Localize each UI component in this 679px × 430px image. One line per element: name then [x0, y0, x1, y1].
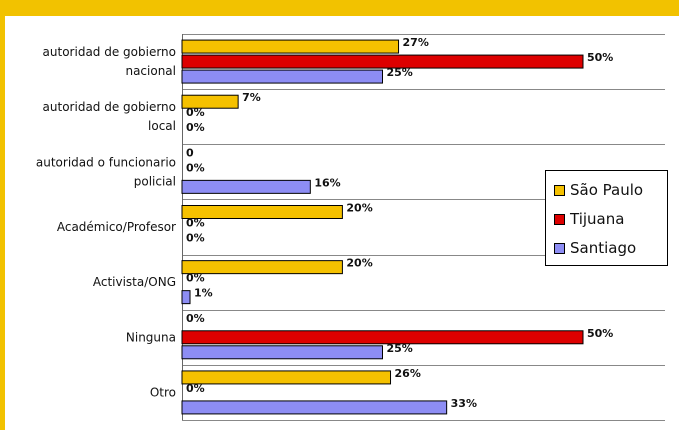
category-label: Otro: [150, 385, 176, 399]
data-label: 33%: [451, 397, 477, 410]
data-label: 20%: [346, 257, 372, 270]
bar: [181, 345, 383, 360]
bar: [181, 179, 311, 194]
data-label: 50%: [587, 51, 613, 64]
bar: [181, 330, 584, 345]
bar: [181, 400, 448, 415]
legend-swatch: [554, 184, 565, 196]
data-label: 16%: [314, 176, 340, 189]
data-label: 50%: [587, 327, 613, 340]
data-label: 0%: [186, 312, 205, 325]
data-label: 26%: [395, 367, 421, 380]
bar: [181, 54, 584, 69]
legend-label: Tijuana: [570, 210, 625, 228]
category-label: Ninguna: [126, 330, 176, 344]
data-label: 0: [186, 146, 194, 159]
data-label: 0%: [186, 232, 205, 245]
legend-item: Tijuana: [554, 206, 624, 232]
legend-swatch: [554, 213, 565, 225]
legend-item: São Paulo: [554, 177, 643, 203]
bar: [181, 290, 191, 305]
data-label: 0%: [186, 382, 205, 395]
bar: [181, 39, 400, 54]
data-label: 7%: [242, 91, 261, 104]
legend-label: São Paulo: [570, 181, 644, 199]
top-band: [0, 0, 679, 16]
data-label: 25%: [387, 66, 413, 79]
data-label: 0%: [186, 272, 205, 285]
data-label: 27%: [403, 36, 429, 49]
bar: [181, 205, 343, 219]
category-label: Activista/ONG: [93, 275, 176, 289]
data-label: 0%: [186, 106, 205, 119]
data-label: 25%: [387, 342, 413, 355]
left-accent-strip: [0, 16, 5, 430]
legend: São Paulo Tijuana Santiago: [545, 170, 668, 266]
data-label: 1%: [194, 287, 213, 300]
bar: [181, 69, 383, 84]
bar: [181, 94, 239, 109]
bar: [181, 260, 343, 275]
legend-swatch: [554, 242, 565, 254]
data-label: 20%: [346, 202, 372, 215]
data-label: 0%: [186, 217, 205, 230]
data-label: 0%: [186, 121, 205, 134]
category-label: autoridad o funcionario policial: [36, 155, 176, 188]
category-label: autoridad de gobierno local: [43, 100, 176, 133]
legend-item: Santiago: [554, 235, 636, 261]
bar: [181, 370, 392, 385]
legend-label: Santiago: [570, 239, 637, 257]
category-label: Académico/Profesor: [57, 220, 176, 234]
category-label: autoridad de gobierno nacional: [43, 45, 176, 78]
data-label: 0%: [186, 161, 205, 174]
